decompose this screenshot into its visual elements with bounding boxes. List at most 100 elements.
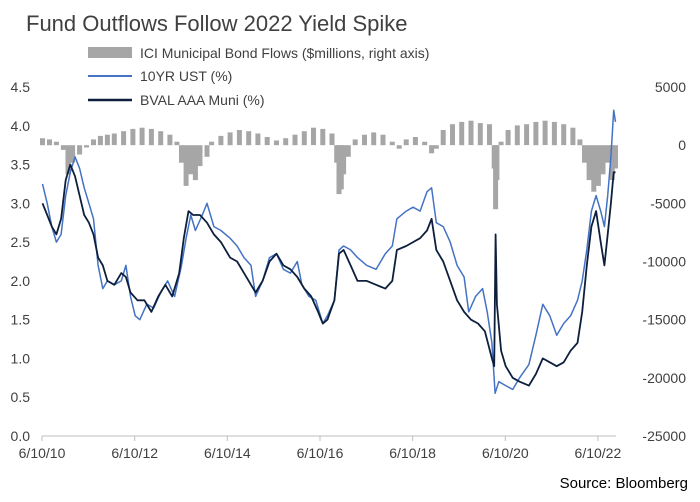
- flow-bar: [47, 139, 52, 146]
- legend-item-flows: ICI Municipal Bond Flows ($millions, rig…: [88, 45, 429, 61]
- flow-bar: [236, 130, 242, 146]
- flow-bar: [341, 145, 347, 175]
- flow-bar: [591, 145, 597, 192]
- flow-bar: [329, 133, 335, 146]
- y-right-tick-label: -5000: [650, 195, 686, 211]
- flow-bar: [586, 145, 592, 181]
- flow-bar: [179, 145, 184, 163]
- flow-bar: [570, 127, 576, 146]
- flow-bar: [301, 131, 307, 146]
- legend-label-ust: 10YR UST (%): [140, 68, 232, 84]
- flow-bar: [183, 145, 189, 186]
- flow-bar: [60, 145, 66, 150]
- flow-bar: [274, 140, 279, 146]
- flow-bars: [40, 120, 618, 210]
- flow-bar: [498, 141, 504, 146]
- y-left-tick-label: 4.0: [11, 118, 31, 134]
- x-tick-label: 6/10/16: [297, 445, 344, 461]
- flow-bar: [609, 145, 615, 181]
- flow-bar: [487, 124, 492, 146]
- flow-bar: [188, 145, 194, 175]
- legend: ICI Municipal Bond Flows ($millions, rig…: [88, 45, 429, 108]
- flow-bar: [362, 134, 367, 146]
- flow-bar: [320, 128, 326, 146]
- legend-label-flows: ICI Municipal Bond Flows ($millions, rig…: [140, 45, 429, 61]
- flow-bar: [227, 132, 233, 146]
- flow-bar: [264, 137, 270, 146]
- flow-bar: [97, 135, 103, 146]
- x-tick-label: 6/10/12: [111, 445, 158, 461]
- flow-bar: [53, 141, 59, 146]
- axes: 0.0 0.5 1.0 1.5 2.0 2.5 3.0 3.5 4.0 4.5 -25000 -200…: [11, 79, 687, 461]
- flow-bar: [91, 139, 96, 146]
- flow-bar: [459, 121, 465, 146]
- y-right-tick-label: -10000: [642, 254, 686, 270]
- x-tick-label: 6/10/18: [389, 445, 436, 461]
- flow-bar: [167, 134, 173, 146]
- y-right-tick-label: 5000: [655, 79, 686, 95]
- flow-bar: [440, 130, 446, 146]
- y-right-tick-label: -20000: [642, 370, 686, 386]
- x-tick-label: 6/10/22: [575, 445, 622, 461]
- flow-bar: [551, 121, 557, 146]
- legend-item-ust: 10YR UST (%): [88, 68, 232, 84]
- flow-bar: [40, 138, 45, 146]
- legend-item-muni: BVAL AAA Muni (%): [88, 92, 265, 108]
- source-note: Source: Bloomberg: [560, 475, 688, 492]
- flow-bar: [246, 131, 252, 146]
- flow-bar: [380, 134, 386, 146]
- flow-bar: [104, 134, 110, 146]
- flow-bar: [111, 133, 117, 146]
- muni-line: [41, 163, 616, 387]
- flow-bar: [352, 139, 358, 146]
- y-left-tick-label: 3.5: [11, 157, 31, 173]
- flow-bar: [292, 134, 298, 146]
- flow-bar: [148, 128, 154, 146]
- flow-bar: [514, 125, 520, 146]
- flow-bar: [158, 131, 164, 146]
- y-right-tick-label: -25000: [642, 428, 686, 444]
- flow-bar: [311, 127, 316, 146]
- flow-bar: [389, 141, 395, 146]
- x-tick-label: 6/10/10: [19, 445, 66, 461]
- flow-bar: [192, 145, 198, 181]
- flow-bar: [595, 145, 601, 186]
- chart-title: Fund Outflows Follow 2022 Yield Spike: [26, 11, 408, 36]
- flow-bar: [600, 145, 606, 175]
- flow-bar: [371, 132, 377, 146]
- flow-bar: [582, 145, 587, 163]
- flow-bar: [197, 145, 203, 167]
- flow-bar: [70, 145, 76, 163]
- y-left-tick-label: 3.0: [11, 195, 31, 211]
- flow-bar: [345, 145, 351, 157]
- flow-bar: [505, 130, 511, 146]
- ust-line: [41, 109, 617, 395]
- legend-label-muni: BVAL AAA Muni (%): [140, 92, 265, 108]
- flow-bar: [121, 131, 127, 146]
- y-left-tick-label: 1.0: [11, 350, 31, 366]
- flow-bar: [542, 120, 548, 146]
- flow-bar: [403, 139, 409, 146]
- flow-bar: [65, 145, 71, 175]
- flow-bar: [524, 124, 530, 146]
- flow-bar: [561, 124, 567, 146]
- flow-bar: [396, 145, 402, 149]
- flow-bar: [77, 145, 83, 155]
- flow-bar: [412, 137, 418, 146]
- x-tick-label: 6/10/14: [204, 445, 251, 461]
- y-right-tick-label: 0: [678, 137, 686, 153]
- y-left-tick-label: 0.0: [11, 428, 31, 444]
- flow-bar: [84, 145, 89, 148]
- flow-bar: [468, 120, 474, 146]
- flow-bar: [429, 145, 435, 154]
- flow-bar: [204, 145, 210, 157]
- flow-bar: [533, 121, 539, 146]
- y-left-tick-label: 0.5: [11, 389, 31, 405]
- flow-bar: [577, 139, 583, 146]
- flow-bar: [283, 138, 289, 146]
- flow-bar: [433, 145, 439, 149]
- flow-bar: [605, 145, 611, 163]
- y-left-tick-label: 4.5: [11, 79, 31, 95]
- flow-bar: [139, 127, 145, 146]
